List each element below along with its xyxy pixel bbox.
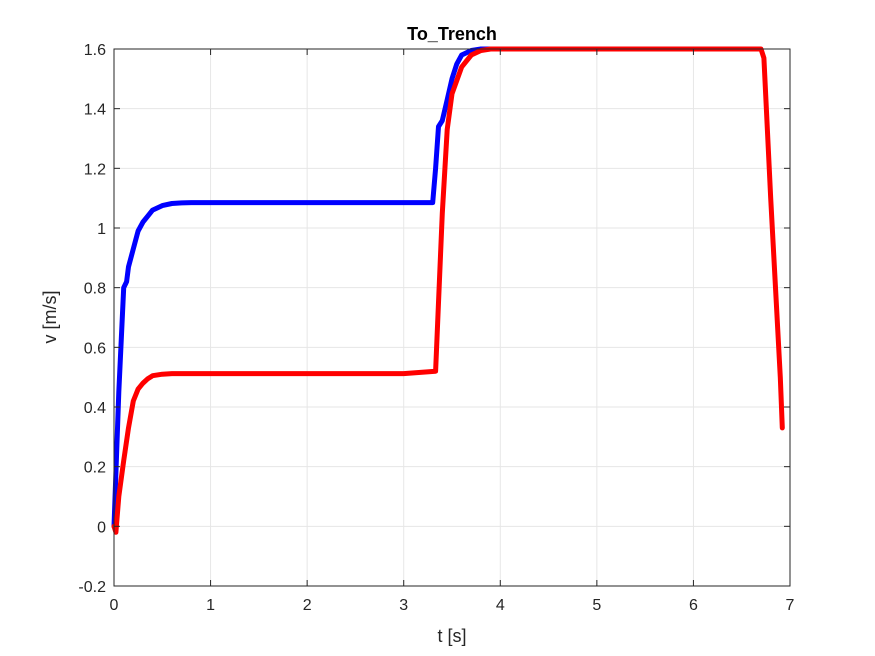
y-tick-label: 0.2 (84, 460, 106, 477)
x-tick-label: 5 (592, 597, 601, 614)
tick-marks (113, 48, 791, 587)
chart-title: To_Trench (407, 24, 497, 44)
y-tick-label: 1.6 (84, 42, 106, 59)
series-line-1 (111, 46, 503, 529)
y-tick-label: 1.4 (84, 102, 106, 119)
y-axis-title: v [m/s] (40, 291, 60, 344)
y-tick-label: 0.4 (84, 400, 106, 417)
plot-frame (113, 48, 791, 587)
x-tick-label: 4 (496, 597, 505, 614)
x-tick-label: 1 (206, 597, 215, 614)
y-tick-label: 0.8 (84, 281, 106, 298)
x-axis-title: t [s] (437, 626, 466, 646)
y-tick-label: 0 (97, 519, 106, 536)
x-tick-label: 3 (399, 597, 408, 614)
y-tick-label: 1 (97, 221, 106, 238)
y-tick-label: -0.2 (78, 579, 106, 596)
plot-background (114, 49, 790, 586)
tick-labels: 0 1 2 3 4 5 6 7-0.200.20.40.60.811.21.41.6 (78, 42, 794, 614)
x-tick-label: 2 (303, 597, 312, 614)
x-tick-label: 0 (110, 597, 119, 614)
y-tick-label: 1.2 (84, 161, 106, 178)
x-tick-label: 6 (689, 597, 698, 614)
x-tick-label: 7 (786, 597, 795, 614)
y-tick-label: 0.6 (84, 340, 106, 357)
